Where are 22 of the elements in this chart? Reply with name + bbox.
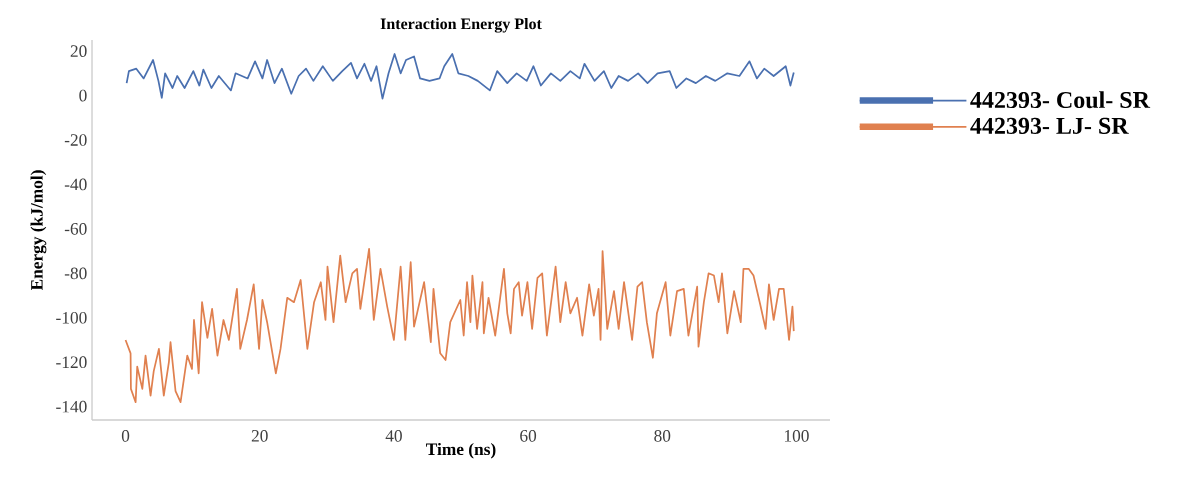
x-tick-label: 80 bbox=[654, 430, 671, 442]
x-axis-title: Time (ns) bbox=[426, 442, 496, 459]
y-tick-label: -120 bbox=[56, 356, 87, 369]
x-tick-label: 100 bbox=[784, 430, 809, 442]
y-tick-label: -40 bbox=[64, 178, 87, 191]
chart-title: Interaction Energy Plot bbox=[380, 17, 542, 33]
y-tick-label: -80 bbox=[64, 267, 87, 280]
x-tick-label: 0 bbox=[121, 430, 130, 442]
x-tick-label: 40 bbox=[385, 430, 402, 442]
y-tick-label: -140 bbox=[56, 400, 87, 413]
line-series bbox=[125, 53, 795, 100]
y-tick-label: 0 bbox=[79, 89, 87, 102]
x-tick-label: 60 bbox=[520, 430, 537, 442]
y-tick-label: -60 bbox=[64, 223, 87, 235]
legend-label: 442393- Coul- SR bbox=[970, 91, 1151, 109]
line-series bbox=[124, 248, 795, 404]
legend-label: 442393- LJ- SR bbox=[970, 117, 1129, 134]
y-tick-label: 20 bbox=[70, 45, 87, 57]
y-axis-title: Energy (kJ/mol) bbox=[30, 170, 47, 291]
y-tick-label: -20 bbox=[64, 134, 87, 146]
x-tick-label: 20 bbox=[251, 430, 268, 442]
y-tick-label: -100 bbox=[56, 311, 87, 324]
